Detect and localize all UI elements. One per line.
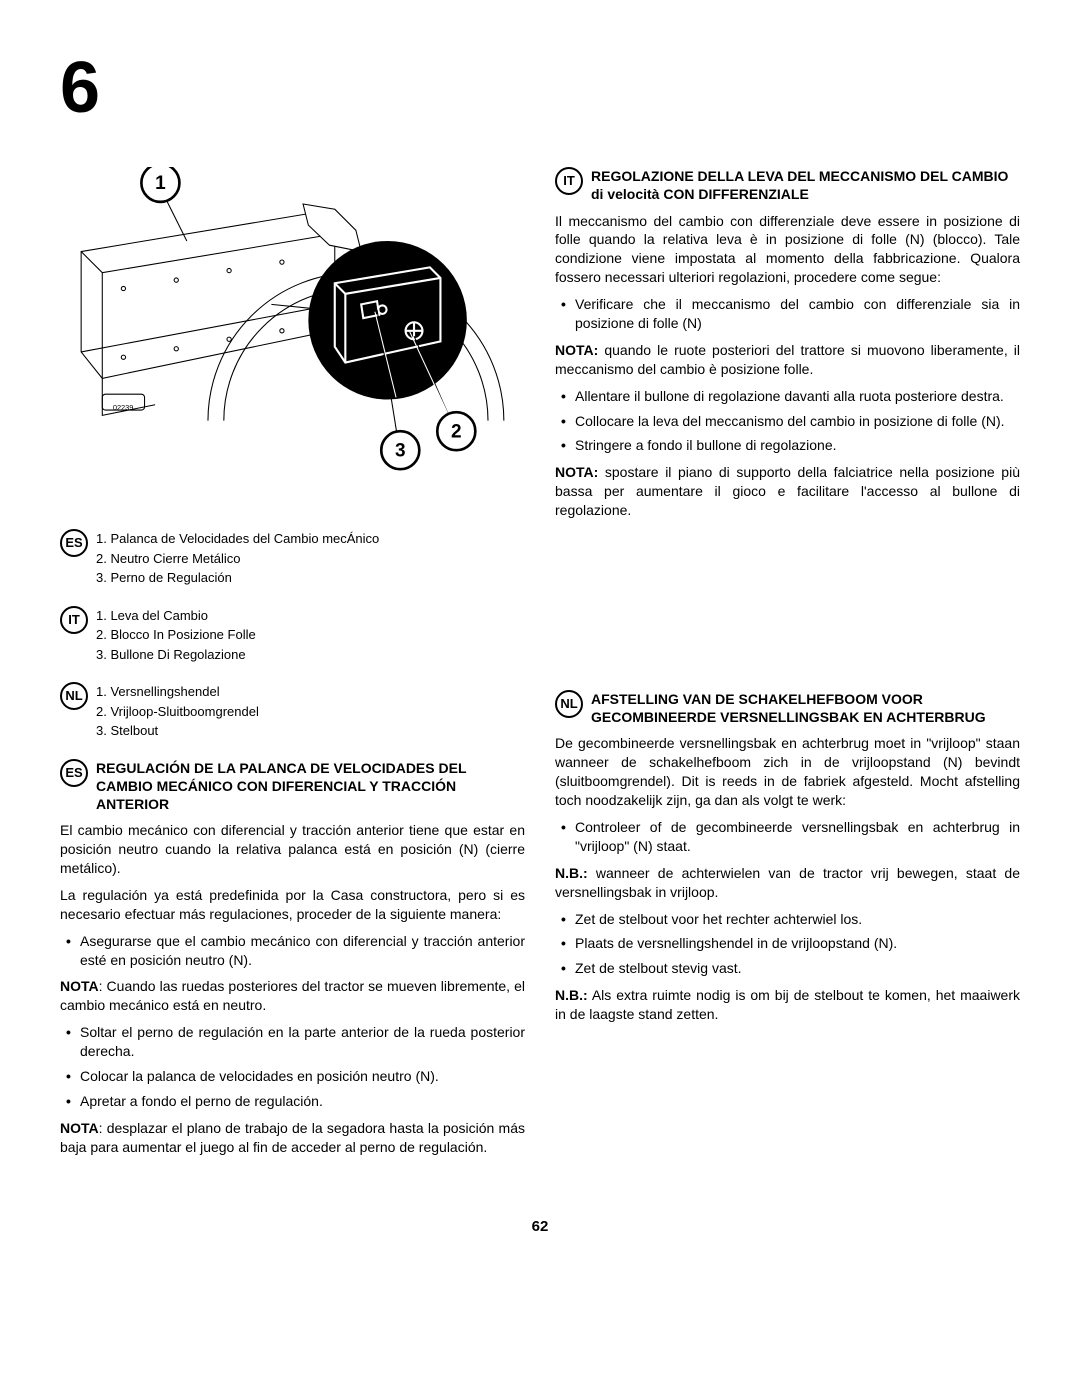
note-label: N.B.: [555,865,588,881]
bullet-item: Apretar a fondo el perno de regulación. [60,1092,525,1111]
lang-marker-it: IT [60,606,88,634]
section-title-it: REGOLAZIONE DELLA LEVA DEL MECCANISMO DE… [591,167,1020,203]
legend-item: 3. Bullone Di Regolazione [96,645,256,665]
legend-item: 1. Versnellingshendel [96,682,259,702]
callout-2: 2 [451,422,462,443]
bullet-list: Verificare che il meccanismo del cambio … [555,295,1020,333]
spacer [555,540,1020,690]
section-title-es: REGULACIÓN DE LA PALANCA DE VELOCIDADES … [96,759,525,814]
lang-marker-nl: NL [60,682,88,710]
section-title-nl: AFSTELLING VAN DE SCHAKELHEFBOOM VOOR GE… [591,690,1020,726]
legend-nl: NL 1. Versnellingshendel 2. Vrijloop-Slu… [60,682,525,741]
legend-es: ES 1. Palanca de Velocidades del Cambio … [60,529,525,588]
legend-item: 2. Neutro Cierre Metálico [96,549,379,569]
legend-list-es: 1. Palanca de Velocidades del Cambio mec… [96,529,379,588]
lang-marker-es-section: ES [60,759,88,787]
bullet-item: Colocar la palanca de velocidades en pos… [60,1067,525,1086]
legend-it: IT 1. Leva del Cambio 2. Blocco In Posiz… [60,606,525,665]
callout-1: 1 [155,173,166,194]
note-text: : Cuando las ruedas posteriores del trac… [60,978,525,1013]
note-text: : desplazar el plano de trabajo de la se… [60,1120,525,1155]
callout-3: 3 [395,441,406,462]
bullet-item: Plaats de versnellingshendel in de vrijl… [555,934,1020,953]
bullet-item: Collocare la leva del meccanismo del cam… [555,412,1020,431]
bullet-list: Soltar el perno de regulación en la part… [60,1023,525,1111]
note-label: N.B.: [555,987,588,1003]
legend-item: 1. Leva del Cambio [96,606,256,626]
bullet-item: Allentare il bullone di regolazione dava… [555,387,1020,406]
diagram-svg: 02239 1 2 3 [60,167,525,484]
note-paragraph: N.B.: wanneer de achterwielen van de tra… [555,864,1020,902]
note-paragraph: NOTA: spostare il piano di supporto dell… [555,463,1020,520]
legend-list-it: 1. Leva del Cambio 2. Blocco In Posizion… [96,606,256,665]
page-number: 62 [60,1217,1020,1237]
note-label: NOTA [60,978,99,994]
paragraph: El cambio mecánico con diferencial y tra… [60,821,525,878]
note-paragraph: NOTA: Cuando las ruedas posteriores del … [60,977,525,1015]
technical-diagram: 02239 1 2 3 [60,167,525,489]
bullet-item: Soltar el perno de regulación en la part… [60,1023,525,1061]
bullet-item: Verificare che il meccanismo del cambio … [555,295,1020,333]
note-text: spostare il piano di supporto della falc… [555,464,1020,518]
note-label: NOTA [60,1120,99,1136]
bullet-item: Stringere a fondo il bullone di regolazi… [555,436,1020,455]
note-paragraph: NOTA: quando le ruote posteriori del tra… [555,341,1020,379]
paragraph: De gecombineerde versnellingsbak en acht… [555,734,1020,810]
legend-item: 3. Stelbout [96,721,259,741]
bullet-list: Allentare il bullone di regolazione dava… [555,387,1020,456]
legend-item: 2. Blocco In Posizione Folle [96,625,256,645]
note-paragraph: NOTA: desplazar el plano de trabajo de l… [60,1119,525,1157]
paragraph: Il meccanismo del cambio con differenzia… [555,212,1020,288]
bullet-item: Controleer of de gecombineerde versnelli… [555,818,1020,856]
lang-marker-it-section: IT [555,167,583,195]
right-column: IT REGOLAZIONE DELLA LEVA DEL MECCANISMO… [555,167,1020,1176]
legend-item: 1. Palanca de Velocidades del Cambio mec… [96,529,379,549]
page-header: 6 [60,40,1020,137]
bullet-list: Controleer of de gecombineerde versnelli… [555,818,1020,856]
legend-item: 3. Perno de Regulación [96,568,379,588]
left-column: 02239 1 2 3 ES 1. Palanca de Ve [60,167,525,1176]
note-text: Als extra ruimte nodig is om bij de stel… [555,987,1020,1022]
lang-marker-es: ES [60,529,88,557]
diagram-part-number: 02239 [113,403,134,412]
bullet-item: Zet de stelbout voor het rechter achterw… [555,910,1020,929]
section-nl: NL AFSTELLING VAN DE SCHAKELHEFBOOM VOOR… [555,690,1020,1024]
legend-item: 2. Vrijloop-Sluitboomgrendel [96,702,259,722]
paragraph: La regulación ya está predefinida por la… [60,886,525,924]
bullet-item: Asegurarse que el cambio mecánico con di… [60,932,525,970]
bullet-list: Zet de stelbout voor het rechter achterw… [555,910,1020,979]
note-label: NOTA: [555,342,598,358]
note-label: NOTA: [555,464,598,480]
content-wrap: 02239 1 2 3 ES 1. Palanca de Ve [60,167,1020,1176]
section-es: ES REGULACIÓN DE LA PALANCA DE VELOCIDAD… [60,759,525,1157]
section-it: IT REGOLAZIONE DELLA LEVA DEL MECCANISMO… [555,167,1020,520]
legend-list-nl: 1. Versnellingshendel 2. Vrijloop-Sluitb… [96,682,259,741]
bullet-item: Zet de stelbout stevig vast. [555,959,1020,978]
bullet-list: Asegurarse que el cambio mecánico con di… [60,932,525,970]
note-text: quando le ruote posteriori del trattore … [555,342,1020,377]
lang-marker-nl-section: NL [555,690,583,718]
note-paragraph: N.B.: Als extra ruimte nodig is om bij d… [555,986,1020,1024]
note-text: wanneer de achterwielen van de tractor v… [555,865,1020,900]
